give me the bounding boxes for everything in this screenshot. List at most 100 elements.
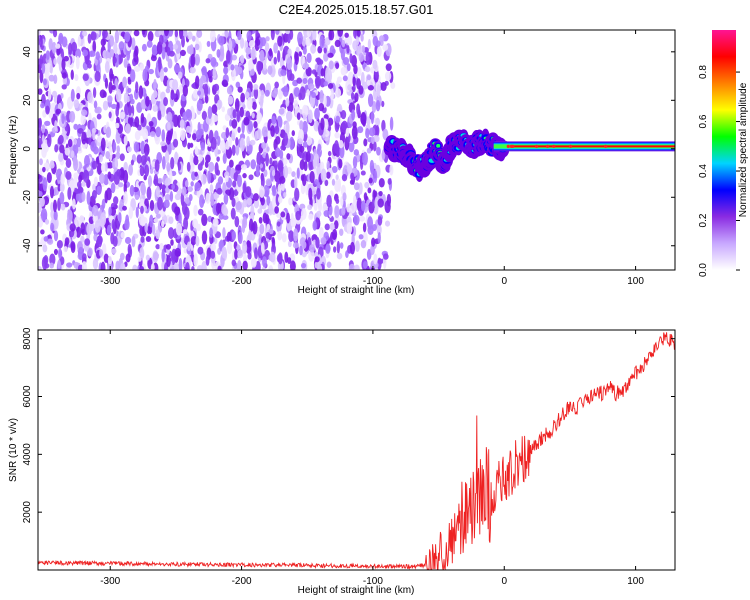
spectrogram-cell — [67, 138, 73, 148]
spectrogram-cell — [231, 230, 237, 241]
spectrogram-cell — [86, 223, 93, 236]
spectrogram-cell — [187, 31, 193, 40]
spectrogram-cell — [190, 250, 194, 261]
spectrogram-cell — [302, 62, 309, 70]
spectrogram-cell — [75, 55, 80, 70]
spectrogram-cell — [278, 252, 283, 265]
spectrogram-cell — [41, 124, 46, 134]
spectrogram-cell — [193, 155, 199, 166]
spectrogram-cell — [331, 178, 336, 186]
spectrogram-cell — [265, 231, 271, 239]
spectrogram-cell — [244, 91, 250, 99]
spectrogram-cell — [157, 110, 162, 121]
spectrogram-cell — [235, 164, 242, 171]
spectrogram-cell — [161, 220, 165, 228]
spectrogram-cell — [348, 263, 356, 270]
spectrogram-cell — [63, 246, 68, 253]
spectrogram-cell — [268, 47, 273, 57]
spectrogram-cell — [326, 69, 333, 83]
spectrogram-cell — [205, 58, 211, 64]
spectrogram-cell — [332, 232, 337, 240]
spectrogram-cell — [263, 184, 270, 198]
spectrogram-cell — [81, 260, 87, 270]
spectrogram-cell — [353, 214, 360, 226]
spectrogram-cell — [64, 147, 71, 156]
spectrogram-cell — [346, 163, 352, 174]
spectrogram-cell — [175, 222, 183, 236]
figure-title: C2E4.2025.015.18.57.G01 — [279, 2, 434, 17]
spectrogram-cell — [58, 152, 64, 162]
spectrogram-cell — [60, 203, 66, 211]
spectrogram-cell — [120, 262, 126, 270]
spectrogram-cell — [382, 44, 389, 51]
spectrogram-cell — [104, 61, 110, 73]
spectrogram-cell — [312, 220, 317, 231]
spectrogram-cell — [351, 109, 356, 121]
spectrogram-cell — [334, 39, 341, 48]
spectrogram-cell — [187, 186, 194, 193]
spectrogram-cell — [273, 42, 278, 54]
spectrogram-cell — [40, 102, 45, 109]
spectrogram-cell — [95, 235, 103, 248]
spectrogram-cell — [108, 81, 113, 94]
x-tick-label: -200 — [232, 576, 252, 587]
spectrogram-cell — [115, 116, 120, 124]
spectrogram-cell — [384, 220, 391, 227]
spectrogram-cell — [90, 140, 97, 152]
spectrogram-cell — [113, 141, 117, 152]
spectrogram-cell — [375, 117, 381, 127]
spectrogram-cell — [237, 126, 241, 133]
spectrogram-cell — [292, 242, 299, 249]
spectrogram-cell — [120, 232, 125, 239]
spectrogram-cell — [253, 198, 260, 209]
spectrogram-cell — [110, 103, 117, 109]
spectrogram-cell — [222, 182, 227, 196]
spectrogram-cell — [193, 253, 198, 267]
spectrogram-cell — [220, 131, 227, 139]
spectrogram-cell — [217, 176, 224, 185]
spectrogram-cell — [87, 91, 93, 104]
spectrogram-cell — [214, 162, 219, 176]
spectrogram-cell — [82, 73, 89, 82]
spectrogram-cell — [113, 41, 118, 56]
spectrogram-cell — [327, 117, 334, 126]
spectrogram-cell — [356, 197, 362, 212]
spectrogram-cell — [285, 97, 290, 107]
spectrogram-cell — [142, 68, 148, 82]
spectrogram-cell — [250, 47, 257, 60]
spectrogram-cell — [288, 93, 294, 106]
spectrogram-cell — [320, 237, 327, 245]
spectrogram-cell — [124, 31, 131, 43]
spectrogram-cell — [48, 74, 55, 82]
spectrogram-cell — [365, 128, 370, 139]
spectrogram-cell — [208, 161, 215, 172]
spectrogram-cell — [379, 39, 384, 47]
spectrogram-cell — [337, 30, 344, 37]
spectrogram-cell — [96, 162, 103, 175]
spectrogram-cell — [76, 92, 81, 100]
spectrogram-cell — [360, 240, 367, 249]
spectrogram-cell — [80, 113, 87, 125]
spectrogram-cell — [291, 130, 295, 137]
spectrogram-cell — [131, 235, 136, 248]
spectrogram-cell — [103, 173, 110, 186]
spectrogram-cell — [319, 226, 324, 240]
spectrogram-cell — [192, 133, 197, 141]
spectrogram-cell — [308, 109, 313, 124]
spectrogram-cell — [322, 94, 327, 108]
x-tick-label: 0 — [501, 576, 507, 587]
spectrogram-cell — [42, 78, 47, 86]
spectrogram-cell — [268, 228, 274, 235]
spectrogram-cell — [365, 51, 371, 66]
spectrogram-cell — [346, 63, 351, 72]
spectrogram-cell — [280, 69, 287, 76]
spectrogram-cell — [41, 142, 47, 149]
spectrogram-cell — [334, 205, 339, 215]
spectrogram-cell — [75, 48, 82, 59]
spectrogram-cell — [96, 185, 102, 195]
spectrogram-cell — [256, 128, 262, 140]
spectrogram-cell — [367, 85, 375, 91]
spectrogram-cell — [291, 171, 296, 178]
spectrogram-cell — [278, 108, 285, 115]
